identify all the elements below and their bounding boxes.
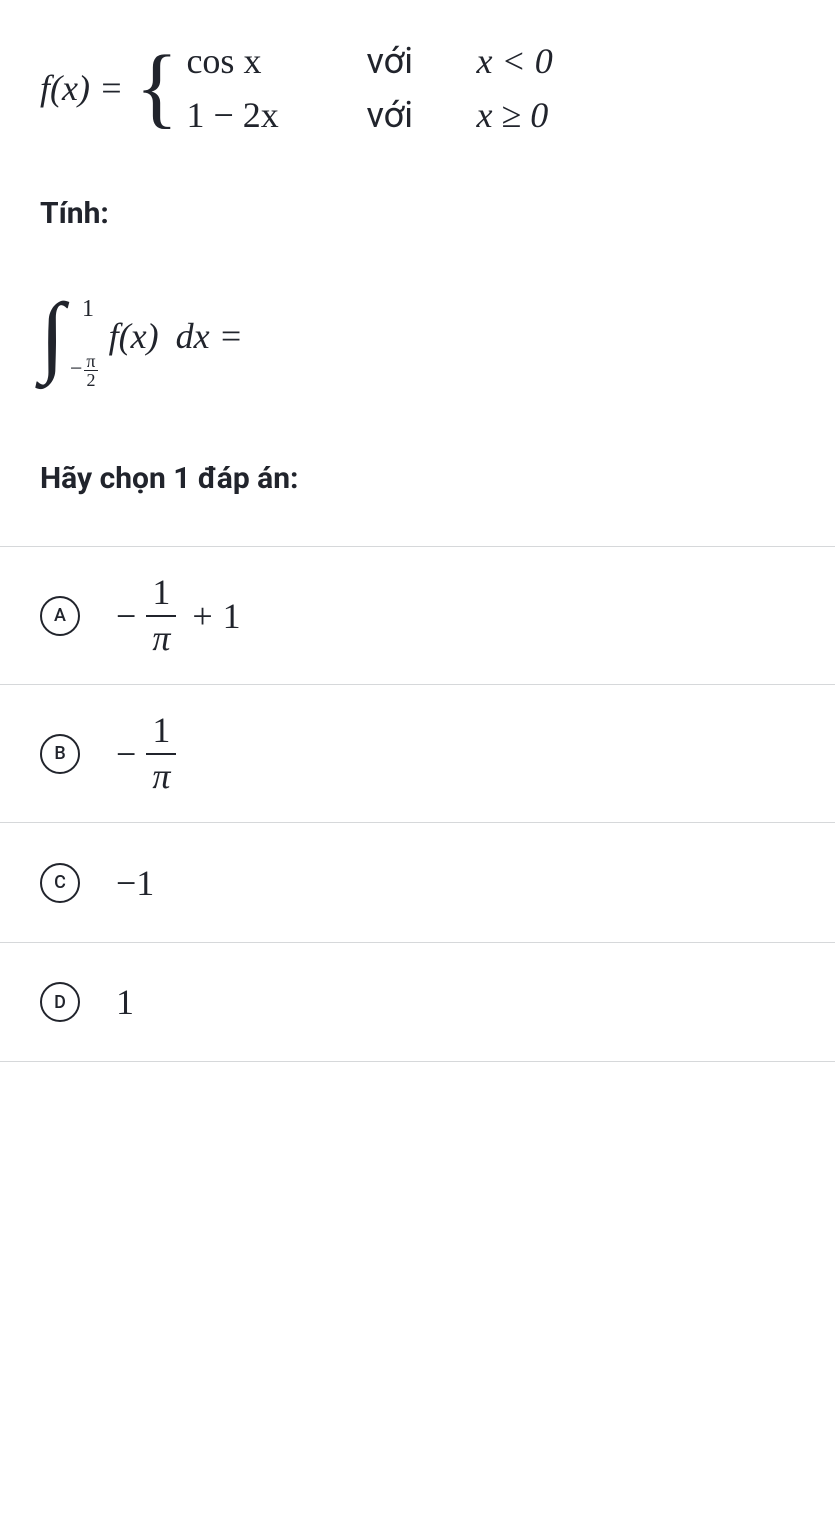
option-d[interactable]: D 1 — [0, 942, 835, 1062]
option-a-den: π — [146, 617, 176, 659]
option-c-text: −1 — [116, 862, 154, 904]
integral-equals: = — [219, 316, 243, 356]
option-b[interactable]: B − 1 π — [0, 684, 835, 822]
case-2-expr: 1 − 2x — [186, 94, 366, 136]
option-b-circle: B — [40, 734, 80, 774]
case-2-cond: x ≥ 0 — [476, 94, 548, 136]
integral-expression: ∫ 1 −π2 f(x) dx = — [40, 291, 795, 381]
answer-list: A − 1 π + 1 B − 1 π C −1 D 1 — [0, 546, 835, 1062]
integrand-dx: dx — [176, 316, 210, 356]
integral-lower-frac: π2 — [84, 352, 97, 389]
option-d-math: 1 — [116, 981, 134, 1023]
case-2-voi: với — [366, 94, 476, 136]
integrand-fx: f(x) — [109, 316, 159, 356]
option-a-op: + — [192, 595, 212, 637]
option-a-frac: 1 π — [146, 573, 176, 658]
case-1-expr: cos x — [186, 40, 366, 82]
option-a-circle: A — [40, 596, 80, 636]
case-1: cos x với x < 0 — [186, 40, 552, 82]
case-1-cond: x < 0 — [476, 40, 552, 82]
option-c[interactable]: C −1 — [0, 822, 835, 942]
integrand: f(x) dx = — [109, 315, 243, 357]
option-b-minus: − — [116, 733, 136, 775]
brace-icon: { — [135, 52, 178, 124]
question-content: f(x) = { cos x với x < 0 1 − 2x với x ≥ … — [0, 0, 835, 546]
option-a-tail: 1 — [223, 595, 241, 637]
option-c-circle: C — [40, 863, 80, 903]
choose-prompt: Hãy chọn 1 đáp án: — [40, 461, 795, 496]
case-1-voi: với — [366, 40, 476, 82]
integral-lower-num: π — [84, 352, 97, 371]
option-a[interactable]: A − 1 π + 1 — [0, 546, 835, 684]
option-b-den: π — [146, 755, 176, 797]
case-2: 1 − 2x với x ≥ 0 — [186, 94, 552, 136]
option-b-frac: 1 π — [146, 711, 176, 796]
option-b-math: − 1 π — [116, 711, 182, 796]
integral-lower-minus: − — [70, 356, 82, 381]
option-a-minus: − — [116, 595, 136, 637]
function-lhs: f(x) = — [40, 67, 123, 109]
option-a-num: 1 — [146, 573, 176, 617]
option-a-math: − 1 π + 1 — [116, 573, 241, 658]
integral-upper: 1 — [82, 297, 94, 321]
compute-prompt: Tính: — [40, 196, 795, 231]
option-c-math: −1 — [116, 862, 154, 904]
piecewise-cases: cos x với x < 0 1 − 2x với x ≥ 0 — [186, 40, 552, 136]
integral-lower: −π2 — [70, 352, 100, 389]
option-b-num: 1 — [146, 711, 176, 755]
integral-lower-den: 2 — [84, 371, 97, 389]
option-d-text: 1 — [116, 981, 134, 1023]
function-definition: f(x) = { cos x với x < 0 1 − 2x với x ≥ … — [40, 40, 795, 136]
option-d-circle: D — [40, 982, 80, 1022]
integral-sign-icon: ∫ 1 −π2 — [40, 291, 65, 381]
